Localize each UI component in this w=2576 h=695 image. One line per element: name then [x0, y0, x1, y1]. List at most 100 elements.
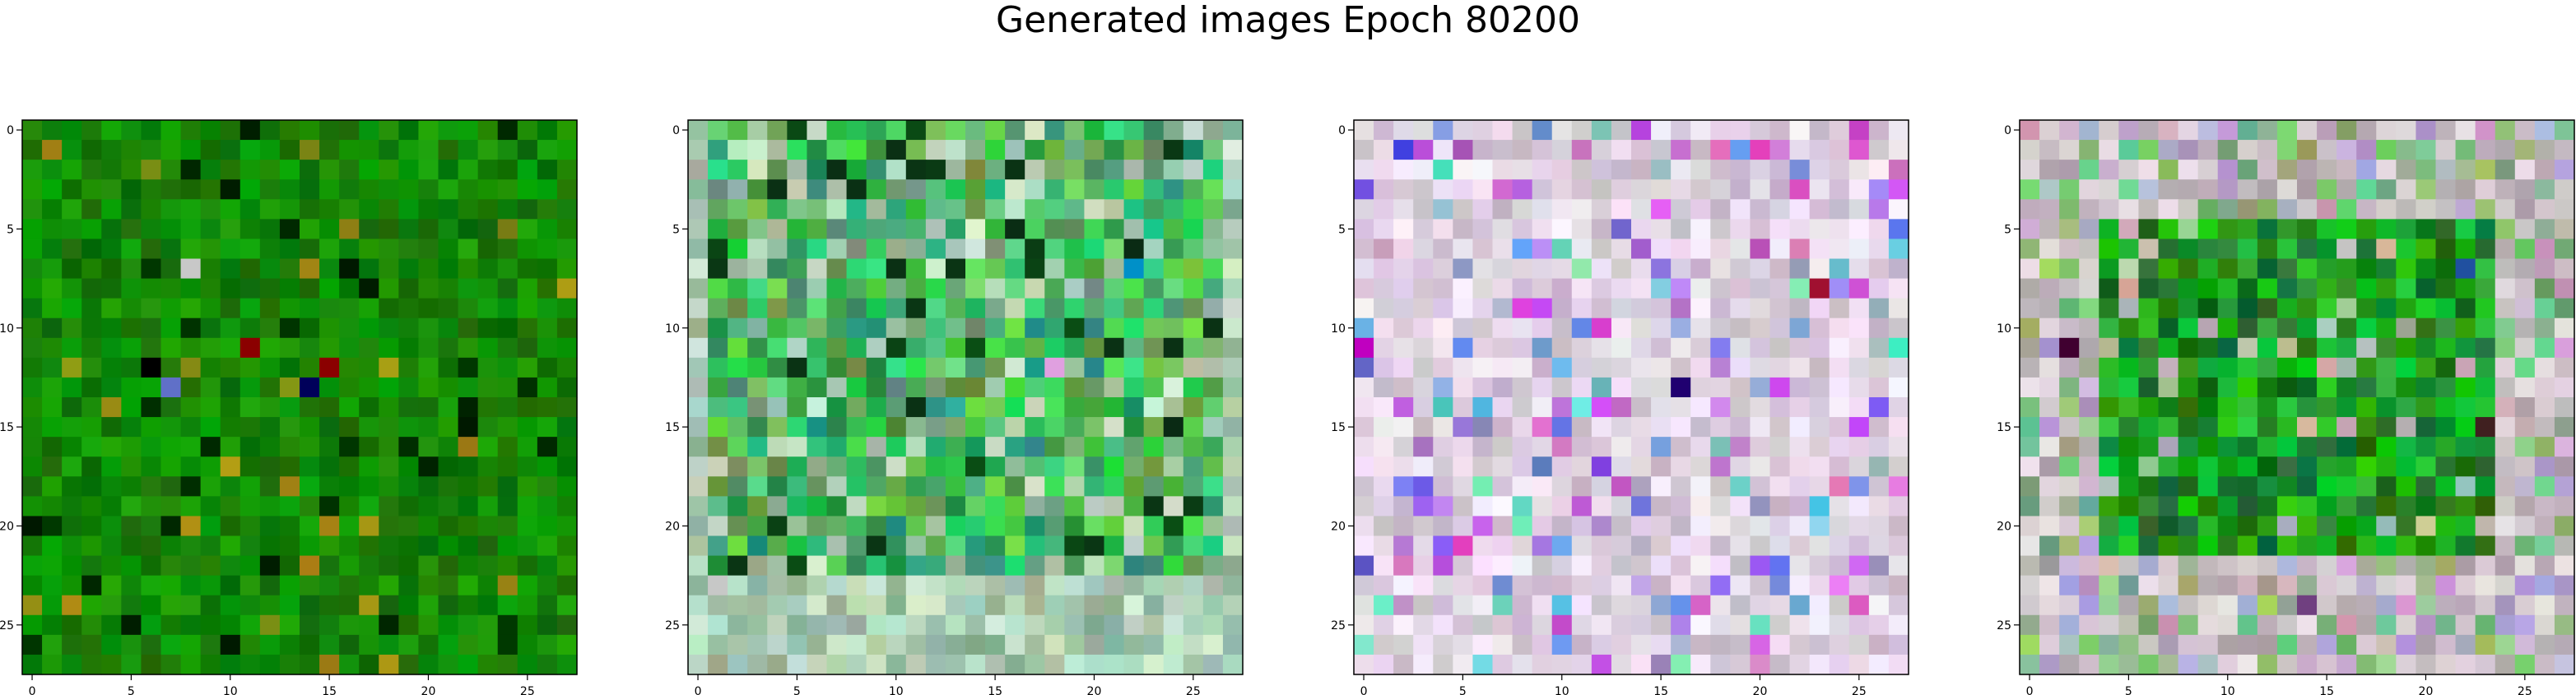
heatmap-cell: [1104, 258, 1125, 280]
heatmap-cell: [1453, 634, 1474, 656]
heatmap-cell: [1848, 120, 1870, 141]
heatmap-cell: [1591, 357, 1612, 378]
heatmap-cell: [121, 258, 142, 280]
heatmap-cell: [2396, 535, 2417, 557]
heatmap-cell: [2297, 219, 2318, 240]
heatmap-cell: [497, 417, 518, 438]
heatmap-cell: [2099, 278, 2119, 299]
heatmap-cell: [1868, 337, 1890, 359]
heatmap-cell: [141, 317, 162, 339]
heatmap-cell: [1512, 654, 1533, 675]
heatmap-cell: [1690, 437, 1711, 457]
heatmap-cell: [2099, 476, 2119, 497]
heatmap-cell: [1651, 298, 1672, 319]
heatmap-cell: [517, 337, 538, 359]
heatmap-cell: [2217, 417, 2239, 438]
heatmap-cell: [62, 337, 82, 359]
heatmap-cell: [141, 516, 162, 537]
heatmap-cell: [2514, 337, 2536, 359]
heatmap-cell: [1025, 555, 1045, 577]
heatmap-cell: [2396, 456, 2417, 477]
heatmap-cell: [2475, 298, 2496, 319]
heatmap-cell: [81, 357, 102, 378]
heatmap-cell: [728, 199, 748, 220]
heatmap-cell: [2554, 417, 2575, 438]
heatmap-cell: [826, 595, 848, 616]
heatmap-cell: [1433, 575, 1453, 596]
heatmap-cell: [200, 417, 221, 438]
heatmap-cell: [1202, 555, 1224, 577]
heatmap-cell: [2356, 160, 2377, 180]
heatmap-cell: [2435, 278, 2457, 299]
heatmap-cell: [2257, 298, 2278, 319]
heatmap-cell: [1551, 219, 1573, 240]
heatmap-cell: [1044, 199, 1065, 220]
heatmap-cell: [1393, 278, 1414, 299]
heatmap-cell: [42, 219, 63, 240]
heatmap-cell: [1809, 278, 1830, 299]
heatmap-cell: [398, 595, 420, 616]
heatmap-cell: [2475, 555, 2496, 577]
heatmap-cell: [925, 140, 946, 160]
heatmap-cell: [2158, 258, 2179, 280]
heatmap-cell: [2257, 179, 2278, 200]
heatmap-cell: [1163, 535, 1184, 557]
heatmap-cell: [1025, 317, 1045, 339]
heatmap-cell: [1222, 357, 1244, 378]
heatmap-cell: [537, 496, 558, 517]
heatmap-cell: [220, 595, 241, 616]
heatmap-cell: [2376, 337, 2397, 359]
heatmap-cell: [688, 120, 709, 141]
heatmap-cell: [1413, 278, 1434, 299]
heatmap-cell: [259, 298, 281, 319]
heatmap-cell: [2138, 634, 2160, 656]
heatmap-cell: [1512, 555, 1533, 577]
heatmap-cell: [2138, 219, 2160, 240]
heatmap-cell: [497, 476, 518, 497]
heatmap-cell: [319, 555, 340, 577]
heatmap-cell: [1433, 219, 1453, 240]
heatmap-cell: [688, 258, 709, 280]
heatmap-cell: [1354, 120, 1374, 141]
heatmap-cell: [985, 535, 1006, 557]
heatmap-cell: [180, 219, 202, 240]
heatmap-cell: [1730, 456, 1751, 477]
heatmap-cell: [200, 575, 221, 596]
heatmap-cell: [767, 614, 788, 636]
heatmap-cell: [2020, 575, 2040, 596]
heatmap-cell: [458, 278, 479, 299]
heatmap-cell: [2554, 160, 2575, 180]
heatmap-cell: [2099, 555, 2119, 577]
heatmap-cell: [477, 160, 499, 180]
heatmap-cell: [398, 317, 420, 339]
heatmap-cell: [945, 496, 966, 517]
heatmap-cell: [339, 278, 360, 299]
heatmap-cell: [2475, 239, 2496, 260]
heatmap-cell: [1888, 140, 1909, 160]
heatmap-cell: [141, 456, 162, 477]
heatmap-cell: [965, 298, 986, 319]
heatmap-cell: [2376, 357, 2397, 378]
heatmap-cell: [319, 298, 340, 319]
heatmap-cell: [945, 555, 966, 577]
heatmap-cell: [556, 160, 578, 180]
heatmap-cell: [2317, 634, 2337, 656]
heatmap-cell: [2099, 377, 2119, 398]
heatmap-cell: [1393, 614, 1414, 636]
heatmap-cell: [1848, 575, 1870, 596]
heatmap-cell: [807, 179, 828, 200]
heatmap-cell: [807, 456, 828, 477]
heatmap-cell: [160, 140, 182, 160]
heatmap-cell: [2534, 317, 2555, 339]
heatmap-cell: [1393, 476, 1414, 497]
heatmap-cell: [1163, 317, 1184, 339]
heatmap-cell: [200, 437, 221, 457]
heatmap-cell: [121, 535, 142, 557]
heatmap-cell: [121, 140, 142, 160]
heatmap-cell: [160, 298, 182, 319]
heatmap-cell: [2495, 437, 2516, 457]
heatmap-cell: [2554, 654, 2575, 675]
heatmap-cell: [160, 516, 182, 537]
heatmap-cell: [319, 456, 340, 477]
heatmap-cell: [1025, 239, 1045, 260]
